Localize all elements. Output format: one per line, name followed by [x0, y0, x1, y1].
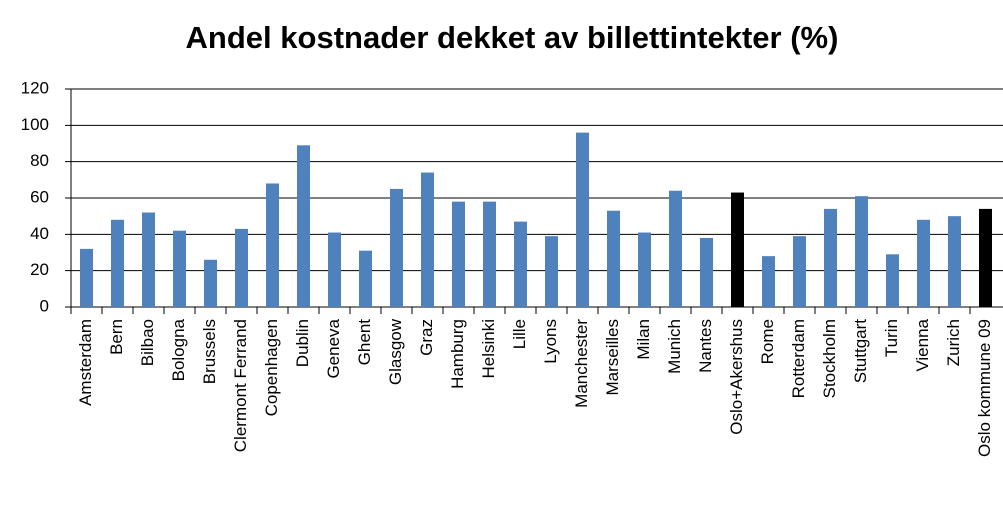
- bar: [235, 228, 248, 307]
- x-tick-label: Amsterdam: [76, 319, 95, 406]
- y-tick-label: 0: [40, 296, 49, 315]
- bar: [948, 216, 961, 307]
- bar: [359, 250, 372, 307]
- bar: [700, 237, 713, 307]
- x-tick-label: Nantes: [696, 319, 715, 373]
- x-tick-label: Oslo kommune 09: [975, 319, 994, 457]
- x-tick-label: Oslo+Akershus: [727, 319, 746, 435]
- y-tick-label: 100: [21, 115, 49, 134]
- bar: [855, 196, 868, 307]
- bar: [514, 221, 527, 307]
- x-tick-label: Dublin: [293, 319, 312, 367]
- bar: [204, 259, 217, 307]
- x-tick-label: Hamburg: [448, 319, 467, 389]
- bar: [297, 145, 310, 307]
- x-tick-label: Brussels: [200, 319, 219, 384]
- bar: [328, 232, 341, 307]
- x-tick-label: Vienna: [913, 318, 932, 371]
- chart-title: Andel kostnader dekket av billettintekte…: [186, 20, 839, 55]
- bar: [731, 192, 744, 307]
- bar: [80, 248, 93, 307]
- y-tick-label: 80: [30, 151, 49, 170]
- bar: [793, 236, 806, 307]
- bar: [576, 132, 589, 307]
- bar: [173, 230, 186, 307]
- x-tick-label: Turin: [882, 319, 901, 357]
- x-tick-label: Geneva: [324, 318, 343, 378]
- x-tick-label: Clermont Ferrand: [231, 319, 250, 452]
- bar: [266, 183, 279, 307]
- bar: [979, 208, 992, 307]
- bar: [483, 201, 496, 307]
- bar: [421, 172, 434, 307]
- x-tick-label: Lille: [510, 319, 529, 349]
- bar: [545, 236, 558, 307]
- x-tick-label: Stuttgart: [851, 319, 870, 384]
- x-tick-label: Stockholm: [820, 319, 839, 398]
- bar: [607, 210, 620, 307]
- x-tick-label: Helsinki: [479, 319, 498, 379]
- x-tick-label: Ghent: [355, 319, 374, 366]
- x-tick-label: Graz: [417, 319, 436, 356]
- y-tick-label: 40: [30, 224, 49, 243]
- y-tick-label: 60: [30, 187, 49, 206]
- x-tick-label: Milan: [634, 319, 653, 360]
- x-tick-label: Bern: [107, 319, 126, 355]
- x-tick-label: Rome: [758, 319, 777, 364]
- bar: [917, 219, 930, 307]
- x-tick-label: Glasgow: [386, 318, 405, 385]
- y-tick-label: 20: [30, 260, 49, 279]
- bar: [452, 201, 465, 307]
- bar: [886, 254, 899, 307]
- x-tick-label: Rotterdam: [789, 319, 808, 398]
- x-tick-label: Zurich: [944, 319, 963, 366]
- x-tick-label: Manchester: [572, 319, 591, 408]
- x-tick-label: Munich: [665, 319, 684, 374]
- y-tick-label: 120: [21, 78, 49, 97]
- bar: [390, 188, 403, 307]
- x-tick-label: Bilbao: [138, 319, 157, 366]
- bar: [111, 219, 124, 307]
- bar: [762, 256, 775, 307]
- bar: [142, 212, 155, 307]
- x-tick-label: Marseilles: [603, 319, 622, 396]
- bar: [669, 190, 682, 307]
- x-tick-label: Copenhagen: [262, 319, 281, 416]
- bar: [638, 232, 651, 307]
- x-tick-label: Bologna: [169, 318, 188, 381]
- bar: [824, 208, 837, 307]
- x-tick-label: Lyons: [541, 319, 560, 364]
